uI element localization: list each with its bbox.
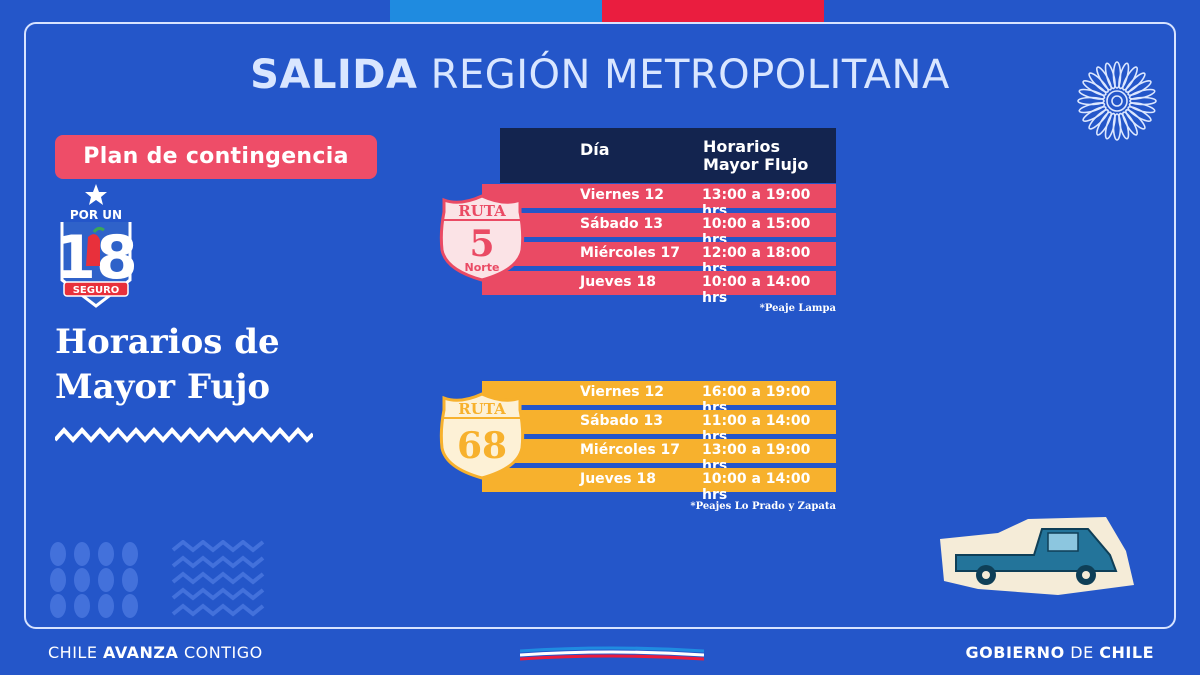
footer-chile-avanza-contigo: CHILE AVANZA CONTIGO	[48, 643, 263, 662]
flag-stripes-icon	[520, 646, 704, 661]
flower-petal	[1096, 111, 1112, 136]
footer-gobierno-de-chile: GOBIERNO DE CHILE	[966, 643, 1154, 662]
side-title: Horarios de Mayor Fujo	[55, 320, 375, 410]
row-time: 10:00 a 14:00 hrs	[702, 274, 811, 306]
header-hours-line2: Mayor Flujo	[703, 155, 809, 174]
footer-left-c: CONTIGO	[178, 643, 263, 662]
table-row: Viernes 12 16:00 a 19:00 hrs	[482, 381, 836, 416]
flower-petal	[1127, 80, 1152, 96]
flower-petal	[1082, 80, 1107, 96]
flower-petal	[1122, 66, 1138, 91]
footer-left-a: CHILE	[48, 643, 104, 662]
table-row: Sábado 13 11:00 a 14:00 hrs	[482, 410, 836, 445]
route68-note: *Peajes Lo Prado y Zapata	[690, 501, 836, 512]
side-title-line2: Mayor Fujo	[55, 367, 271, 407]
row-day: Viernes 12	[580, 187, 664, 203]
table-row: Miércoles 17 12:00 a 18:00 hrs	[482, 242, 836, 277]
pickup-truck-icon	[940, 517, 1134, 595]
copihue-flower-icon	[1077, 61, 1157, 141]
header-hours: Horarios Mayor Flujo	[703, 138, 808, 174]
flower-petal	[1122, 111, 1138, 136]
row-day: Miércoles 17	[580, 442, 681, 458]
row-day: Jueves 18	[580, 471, 656, 487]
top-accent-blue	[390, 0, 602, 22]
table-row: Jueves 18 10:00 a 14:00 hrs	[482, 468, 836, 503]
row-day: Viernes 12	[580, 384, 664, 400]
content-frame	[24, 22, 1176, 629]
route5-schedule: Viernes 12 13:00 a 19:00 hrs Sábado 13 10:…	[482, 184, 836, 306]
top-accent-red	[602, 0, 824, 22]
route68-sign: RUTA 68	[438, 390, 526, 482]
footer-right-a: GOBIERNO	[965, 643, 1065, 662]
footer-left-b: AVANZA	[103, 643, 179, 662]
route68-sign-top: RUTA	[458, 400, 506, 418]
table-row: Sábado 13 10:00 a 15:00 hrs	[482, 213, 836, 248]
route68-schedule: Viernes 12 16:00 a 19:00 hrs Sábado 13 11:…	[482, 381, 836, 503]
zigzag-divider	[55, 427, 313, 443]
table-row: Miércoles 17 13:00 a 19:00 hrs	[482, 439, 836, 474]
route5-sign: RUTA 5 Norte	[438, 192, 526, 284]
footer-right-b: DE	[1064, 643, 1100, 662]
table-row: Jueves 18 10:00 a 14:00 hrs	[482, 271, 836, 306]
logo-top-text: POR UN	[70, 208, 122, 222]
plan-contingencia-tag: Plan de contingencia	[55, 135, 377, 179]
footer-right-c: CHILE	[1099, 643, 1154, 662]
decorative-pattern	[50, 540, 265, 618]
table-row: Viernes 12 13:00 a 19:00 hrs	[482, 184, 836, 219]
title-bold: SALIDA	[250, 52, 418, 98]
side-title-line1: Horarios de	[55, 322, 280, 362]
por-un-18-seguro-logo: POR UN 18 SEGURO	[54, 184, 138, 308]
page-title: SALIDA REGIÓN METROPOLITANA	[0, 52, 1200, 98]
flower-petal	[1127, 106, 1152, 122]
route68-sign-number: 68	[457, 425, 507, 467]
row-day: Sábado 13	[580, 413, 663, 429]
row-day: Jueves 18	[580, 274, 656, 290]
row-day: Sábado 13	[580, 216, 663, 232]
title-rest: REGIÓN METROPOLITANA	[417, 52, 950, 98]
logo-bottom-text: SEGURO	[73, 285, 120, 296]
route5-sign-top: RUTA	[458, 202, 506, 220]
table-header: Día Horarios Mayor Flujo	[500, 128, 836, 183]
flower-petal	[1082, 106, 1107, 122]
flower-petal	[1096, 66, 1112, 91]
row-time: 10:00 a 14:00 hrs	[702, 471, 811, 503]
flower-petal	[1128, 88, 1156, 100]
row-day: Miércoles 17	[580, 245, 681, 261]
route5-note: *Peaje Lampa	[759, 303, 836, 314]
route5-sign-number: 5	[469, 223, 494, 265]
header-day: Día	[580, 140, 610, 159]
route5-sign-sub: Norte	[465, 261, 500, 274]
header-hours-line1: Horarios	[703, 137, 780, 156]
